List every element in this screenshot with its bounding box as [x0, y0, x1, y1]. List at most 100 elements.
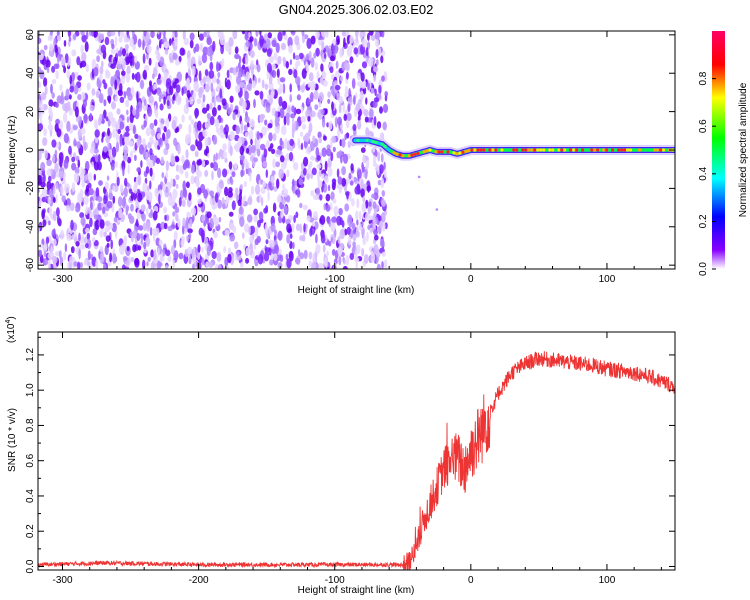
- noise-dot: [359, 82, 363, 89]
- noise-dot: [196, 98, 202, 105]
- noise-dot: [372, 201, 377, 210]
- noise-dot: [46, 159, 52, 167]
- snr-panel: -300 -200 -100 0 100 0.0 0.2 0.4 0.6 0.8 1.0 1.2 H…: [5, 316, 676, 596]
- noise-dot: [60, 153, 64, 164]
- noise-dot: [356, 219, 359, 226]
- noise-dot: [38, 249, 43, 258]
- signal-point: [596, 148, 600, 152]
- noise-dot: [285, 112, 290, 120]
- noise-dot: [206, 245, 211, 257]
- noise-dot: [214, 263, 219, 269]
- signal-point: [614, 148, 618, 152]
- noise-dot: [278, 168, 285, 179]
- noise-dot: [95, 122, 98, 132]
- noise-dot: [178, 123, 183, 130]
- noise-dot: [245, 41, 251, 48]
- noise-dot: [91, 58, 97, 70]
- noise-dot: [119, 121, 125, 130]
- noise-dot: [313, 194, 319, 201]
- noise-dot: [42, 219, 47, 227]
- noise-dot: [194, 108, 198, 119]
- figure-title: GN04.2025.306.02.03.E02: [279, 2, 434, 17]
- noise-dot: [289, 138, 295, 147]
- noise-dot: [142, 69, 147, 80]
- noise-dot: [305, 145, 311, 155]
- noise-dot: [353, 176, 358, 183]
- noise-dot: [108, 192, 114, 201]
- noise-dot: [203, 149, 208, 156]
- noise-dot: [293, 214, 296, 224]
- noise-dot: [129, 150, 133, 159]
- noise-dot: [82, 135, 86, 146]
- noise-dot: [271, 148, 276, 154]
- noise-dot: [109, 252, 113, 263]
- noise-dot: [150, 208, 153, 216]
- noise-dot: [246, 214, 253, 223]
- signal-point: [653, 148, 657, 152]
- noise-dot: [189, 32, 195, 41]
- noise-dot: [185, 77, 190, 87]
- noise-dot: [289, 93, 293, 103]
- noise-dot: [326, 144, 331, 150]
- noise-dot: [268, 82, 274, 91]
- noise-dot: [58, 170, 65, 179]
- noise-dot: [135, 71, 141, 83]
- noise-dot: [43, 244, 48, 251]
- noise-dot: [117, 196, 123, 207]
- noise-dot: [95, 219, 100, 231]
- noise-dot: [45, 236, 50, 244]
- noise-dot: [349, 191, 352, 202]
- noise-dot: [99, 66, 104, 75]
- noise-dot: [264, 251, 270, 262]
- noise-dot: [66, 69, 70, 79]
- signal-point: [416, 151, 420, 155]
- noise-dot: [361, 221, 364, 227]
- noise-dot: [146, 261, 149, 267]
- noise-dot: [241, 31, 246, 35]
- noise-dot: [384, 95, 388, 102]
- noise-dot: [115, 141, 120, 153]
- noise-dot: [107, 86, 113, 97]
- noise-dot: [251, 80, 256, 89]
- noise-dot: [152, 156, 156, 167]
- noise-dot: [301, 68, 307, 79]
- noise-dot: [174, 155, 180, 162]
- noise-dot: [101, 113, 105, 125]
- noise-dot: [149, 122, 155, 130]
- noise-dot: [156, 132, 161, 140]
- noise-dot: [149, 148, 153, 156]
- noise-dot: [67, 31, 72, 38]
- noise-dot: [273, 52, 278, 61]
- noise-dot: [216, 251, 222, 263]
- noise-dot: [143, 241, 147, 250]
- noise-dot: [80, 243, 86, 250]
- noise-dot: [127, 164, 130, 175]
- noise-dot: [151, 128, 156, 137]
- noise-dot: [52, 210, 57, 222]
- noise-dot: [211, 107, 217, 117]
- noise-dot: [125, 125, 130, 133]
- noise-dot: [94, 154, 99, 163]
- noise-dot: [145, 166, 150, 174]
- noise-dot: [190, 164, 196, 174]
- noise-dot: [296, 94, 301, 101]
- noise-dot: [303, 168, 307, 176]
- noise-dot: [114, 95, 119, 103]
- noise-dot: [305, 109, 311, 119]
- noise-dot: [302, 204, 308, 211]
- noise-dot: [286, 223, 292, 233]
- noise-dot: [344, 85, 348, 95]
- spectrogram-x-tick-label: -100: [325, 274, 345, 285]
- noise-dot: [238, 62, 241, 69]
- noise-dot: [72, 33, 77, 40]
- noise-dot: [307, 98, 311, 105]
- noise-dot: [166, 129, 171, 139]
- noise-dot: [253, 38, 258, 47]
- noise-dot: [297, 138, 301, 149]
- noise-dot: [127, 156, 132, 164]
- noise-dot: [235, 84, 241, 94]
- noise-dot: [107, 111, 114, 121]
- noise-dot: [336, 215, 342, 226]
- noise-dot: [157, 261, 163, 268]
- noise-dot: [295, 108, 302, 115]
